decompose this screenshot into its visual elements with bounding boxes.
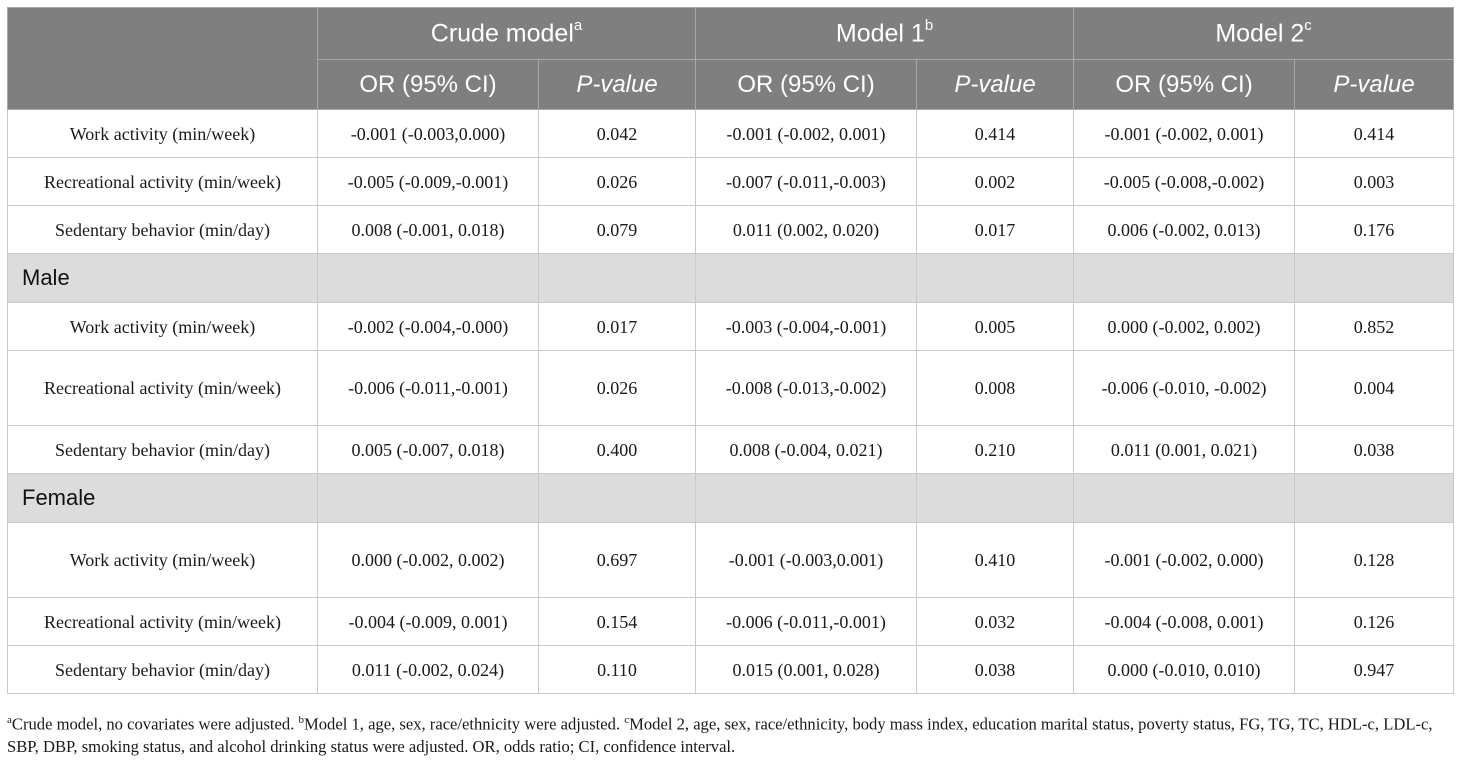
crude-p-cell: 0.026 (537, 157, 697, 206)
model2-or-cell: -0.001 (-0.002, 0.001) (1073, 109, 1296, 158)
model1-or-cell: -0.001 (-0.003,0.001) (695, 522, 918, 598)
table-row: Recreational activity (min/week) -0.006 … (7, 350, 1455, 426)
model1-p-cell: 0.414 (916, 109, 1075, 158)
wrapped-value: -0.008 (-0.013,-0.002) (725, 378, 887, 398)
footnote-marker-c: c (624, 714, 630, 726)
header-model-1: Model 1b (695, 7, 1075, 60)
row-label: Sedentary behavior (min/day) (7, 425, 318, 474)
crude-p-cell: 0.110 (537, 645, 697, 694)
model2-or-cell: -0.004 (-0.008, 0.001) (1073, 597, 1296, 646)
crude-p-cell: 0.697 (537, 522, 697, 598)
header-model-2: Model 2c (1073, 7, 1455, 60)
row-label: Sedentary behavior (min/day) (7, 645, 318, 694)
group-row-male: Male (7, 253, 1455, 303)
table-row: Sedentary behavior (min/day) 0.008 (-0.0… (7, 205, 1455, 254)
footnote-marker-a: a (7, 714, 12, 726)
group-label-male: Male (7, 253, 318, 303)
model1-p-cell: 0.032 (916, 597, 1075, 646)
header-row-metrics: OR (95% CI) P-value OR (95% CI) P-value … (8, 59, 1455, 110)
model2-p-cell: 0.947 (1294, 645, 1455, 694)
header-p-value: P-value (916, 59, 1075, 110)
row-label: Work activity (min/week) (7, 109, 318, 158)
crude-p-cell: 0.026 (537, 350, 697, 426)
model1-or-cell: -0.001 (-0.002, 0.001) (695, 109, 918, 158)
crude-or-cell: -0.001 (-0.003,0.000) (317, 109, 539, 158)
model2-or-cell: 0.000 (-0.010, 0.010) (1073, 645, 1296, 694)
header-p-value: P-value (1294, 59, 1455, 110)
model2-p-cell: 0.126 (1294, 597, 1455, 646)
model2-p-cell: 0.004 (1294, 350, 1455, 426)
table-row: Recreational activity (min/week) -0.004 … (7, 597, 1455, 646)
model1-or-cell: -0.007 (-0.011,-0.003) (695, 157, 918, 206)
crude-or-cell: -0.006 (-0.011,-0.001) (317, 350, 539, 426)
model1-or-cell: -0.006 (-0.011,-0.001) (695, 597, 918, 646)
model1-p-cell: 0.008 (916, 350, 1075, 426)
table-row: Work activity (min/week) 0.000 (-0.002, … (7, 522, 1455, 598)
header-row-models: Crude modela Model 1b Model 2c (7, 7, 1455, 110)
wrapped-value: -0.001 (-0.002, 0.000) (1104, 550, 1264, 570)
model1-p-cell: 0.410 (916, 522, 1075, 598)
header-or-ci: OR (95% CI) (695, 59, 918, 110)
row-label: Work activity (min/week) (7, 522, 318, 598)
header-crude-model: Crude modela (316, 7, 697, 60)
model2-or-cell: 0.000 (-0.002, 0.002) (1073, 302, 1296, 351)
crude-p-cell: 0.154 (537, 597, 697, 646)
header-blank-cell (7, 7, 318, 110)
crude-or-cell: 0.000 (-0.002, 0.002) (317, 522, 539, 598)
model2-p-cell: 0.038 (1294, 425, 1455, 474)
crude-p-cell: 0.400 (537, 425, 697, 474)
crude-or-cell: -0.005 (-0.009,-0.001) (317, 157, 539, 206)
model1-p-cell: 0.002 (916, 157, 1075, 206)
row-label: Recreational activity (min/week) (7, 597, 318, 646)
table-row: Sedentary behavior (min/day) 0.005 (-0.0… (7, 425, 1455, 474)
footnote-marker-b: b (298, 714, 305, 726)
row-label: Recreational activity (min/week) (7, 350, 318, 426)
model1-or-cell: 0.008 (-0.004, 0.021) (695, 425, 918, 474)
model2-or-cell: -0.006 (-0.010, -0.002) (1073, 350, 1296, 426)
results-table: Crude modela Model 1b Model 2c OR (95% C… (7, 7, 1455, 694)
footnote-c-text: Model 2, age, sex, race/ethnicity, body … (7, 714, 1433, 756)
model2-or-cell: -0.005 (-0.008,-0.002) (1073, 157, 1296, 206)
footnote-b-text: Model 1, age, sex, race/ethnicity were a… (304, 714, 625, 734)
table-row: Sedentary behavior (min/day) 0.011 (-0.0… (7, 645, 1455, 694)
model1-p-cell: 0.017 (916, 205, 1075, 254)
table-footnote: aCrude model, no covariates were adjuste… (7, 709, 1453, 758)
model2-or-cell: 0.006 (-0.002, 0.013) (1073, 205, 1296, 254)
model2-p-cell: 0.852 (1294, 302, 1455, 351)
table-row: Recreational activity (min/week) -0.005 … (7, 157, 1455, 206)
crude-or-cell: 0.011 (-0.002, 0.024) (317, 645, 539, 694)
model1-or-cell: -0.008 (-0.013,-0.002) (695, 350, 918, 426)
group-label-female: Female (7, 473, 318, 523)
header-p-value: P-value (537, 59, 697, 110)
model1-p-cell: 0.038 (916, 645, 1075, 694)
model2-or-cell: -0.001 (-0.002, 0.000) (1073, 522, 1296, 598)
crude-or-cell: -0.004 (-0.009, 0.001) (317, 597, 539, 646)
row-label: Work activity (min/week) (7, 302, 318, 351)
model1-p-cell: 0.005 (916, 302, 1075, 351)
row-label: Sedentary behavior (min/day) (7, 205, 318, 254)
table-row: Work activity (min/week) -0.002 (-0.004,… (7, 302, 1455, 351)
footnote-a-text: Crude model, no covariates were adjusted… (11, 714, 299, 734)
group-row-female: Female (7, 473, 1455, 523)
crude-p-cell: 0.042 (537, 109, 697, 158)
model2-p-cell: 0.414 (1294, 109, 1455, 158)
model2-p-cell: 0.176 (1294, 205, 1455, 254)
row-label: Recreational activity (min/week) (7, 157, 318, 206)
header-or-ci: OR (95% CI) (317, 59, 539, 110)
crude-or-cell: 0.008 (-0.001, 0.018) (317, 205, 539, 254)
model1-or-cell: -0.003 (-0.004,-0.001) (695, 302, 918, 351)
model2-or-cell: 0.011 (0.001, 0.021) (1073, 425, 1296, 474)
crude-or-cell: -0.002 (-0.004,-0.000) (317, 302, 539, 351)
crude-p-cell: 0.017 (537, 302, 697, 351)
table-row: Work activity (min/week) -0.001 (-0.003,… (7, 109, 1455, 158)
header-or-ci: OR (95% CI) (1073, 59, 1296, 110)
model2-p-cell: 0.128 (1294, 522, 1455, 598)
model1-or-cell: 0.011 (0.002, 0.020) (695, 205, 918, 254)
model1-p-cell: 0.210 (916, 425, 1075, 474)
crude-or-cell: 0.005 (-0.007, 0.018) (317, 425, 539, 474)
crude-p-cell: 0.079 (537, 205, 697, 254)
model2-p-cell: 0.003 (1294, 157, 1455, 206)
model1-or-cell: 0.015 (0.001, 0.028) (695, 645, 918, 694)
